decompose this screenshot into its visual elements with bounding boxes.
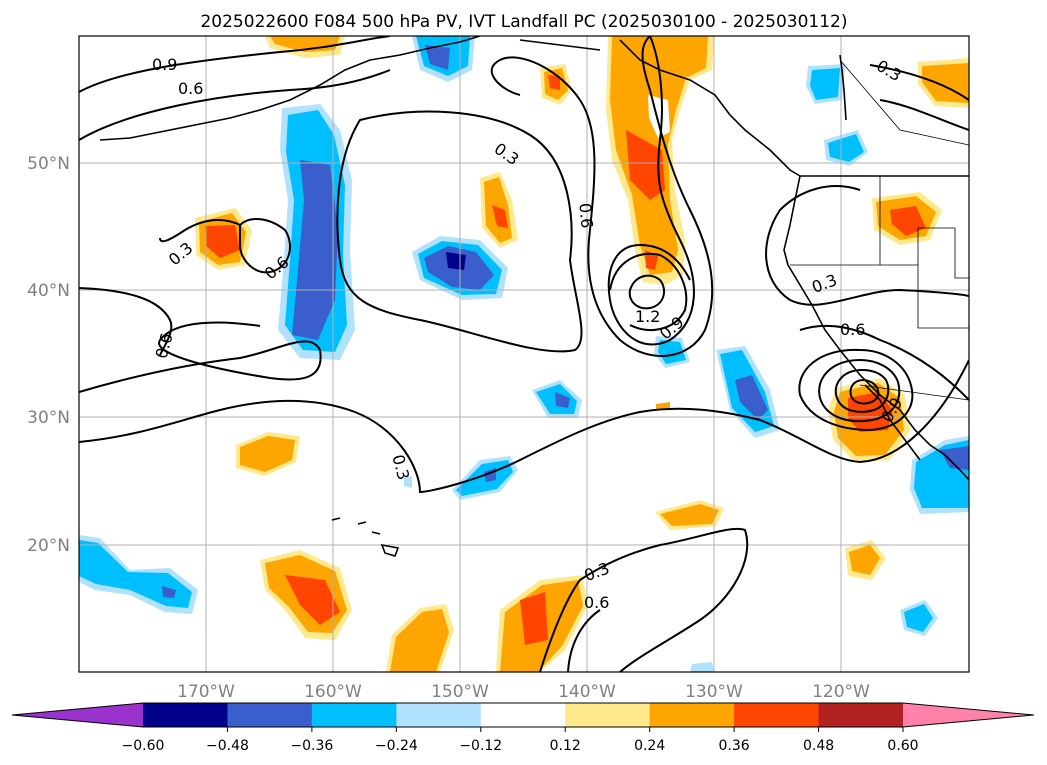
colorbar-segment [649, 703, 735, 727]
contour-label: 1.2 [635, 307, 660, 326]
pv-contours [79, 36, 969, 672]
colorbar-tick-label: 0.24 [634, 738, 665, 754]
colorbar-tick-label: 0.12 [550, 738, 581, 754]
positive-anomaly-region [480, 172, 518, 248]
lon-tick-label: 140°W [558, 682, 616, 702]
lon-tick-label: 150°W [431, 682, 489, 702]
negative-anomaly-region [278, 104, 355, 360]
lat-tick-label: 50°N [27, 154, 70, 174]
colorbar-segment [565, 703, 651, 727]
political-borders [790, 59, 969, 401]
positive-anomaly-region [386, 604, 454, 672]
lat-tick-label: 20°N [27, 536, 70, 556]
latitude-labels: 50°N 40°N 30°N 20°N [27, 154, 70, 556]
colorbar-tick-label: 0.60 [887, 738, 918, 754]
lon-tick-label: 160°W [304, 682, 362, 702]
positive-anomaly-region [655, 500, 724, 530]
contour-label: 0.6 [575, 202, 596, 229]
colorbar-tick-label: −0.12 [459, 738, 502, 754]
negative-anomaly-region [806, 64, 845, 104]
map-frame [78, 35, 970, 673]
colorbar-tick-label: −0.36 [290, 738, 333, 754]
colorbar-segment [818, 703, 904, 727]
positive-anomaly-region [236, 432, 300, 476]
lon-tick-label: 130°W [685, 682, 743, 702]
colorbar-tick-label: 0.48 [803, 738, 834, 754]
lat-tick-label: 30°N [27, 408, 70, 428]
negative-anomaly-region [910, 436, 969, 514]
colorbar-extend-max [903, 703, 1034, 727]
contour-label: 0.6 [584, 593, 609, 612]
negative-anomaly-region [824, 130, 868, 166]
colorbar-tick-label: 0.36 [719, 738, 750, 754]
colorbar-tick-label: −0.24 [375, 738, 418, 754]
colorbar-tick-label: −0.48 [206, 738, 249, 754]
colorbar-segment [734, 703, 820, 727]
positive-anomaly-region [845, 540, 886, 580]
colorbar-segment [396, 703, 482, 727]
negative-anomaly-region [900, 600, 938, 636]
positive-anomaly-region [496, 575, 588, 672]
lat-tick-label: 40°N [27, 281, 70, 301]
colorbar-tick-label: −0.60 [122, 738, 165, 754]
coastlines [99, 36, 969, 557]
figure-title: 2025022600 F084 500 hPa PV, IVT Landfall… [200, 12, 847, 32]
colorbar-outline [11, 702, 1035, 728]
colorbar-segment [227, 703, 313, 727]
negative-anomaly-region [690, 662, 714, 672]
colorbar-segment [311, 703, 397, 727]
map-panel: 0.9 0.6 0.3 0.6 0.3 0.6 0.6 1.2 0.9 0.3 … [79, 36, 969, 672]
contour-label: 0.9 [152, 55, 177, 74]
negative-anomaly-region [412, 36, 475, 82]
negative-anomaly-region [532, 380, 582, 418]
positive-anomaly-region [260, 550, 352, 640]
contour-label: 0.6 [178, 79, 203, 98]
positive-anomaly-region [656, 402, 670, 409]
negative-anomaly-region [716, 346, 780, 438]
negative-anomaly-region [654, 336, 690, 368]
negative-anomaly-region [404, 476, 412, 488]
positive-anomaly-region [872, 192, 942, 245]
colorbar: −0.60 −0.48 −0.36 −0.24 −0.12 0.12 0.24 0.36 0.4… [11, 702, 1035, 754]
colorbar-segment [480, 703, 566, 727]
lon-tick-label: 120°W [812, 682, 870, 702]
longitude-labels: 170°W 160°W 150°W 140°W 130°W 120°W [177, 682, 870, 702]
positive-anomaly-region [540, 64, 572, 105]
colorbar-segment [143, 703, 228, 727]
gridlines [79, 36, 969, 672]
contour-label: 0.6 [840, 320, 865, 339]
lon-tick-label: 170°W [177, 682, 235, 702]
ivt-filled-contours [79, 36, 969, 672]
colorbar-extend-min [12, 703, 143, 727]
negative-anomaly-region [79, 535, 198, 614]
